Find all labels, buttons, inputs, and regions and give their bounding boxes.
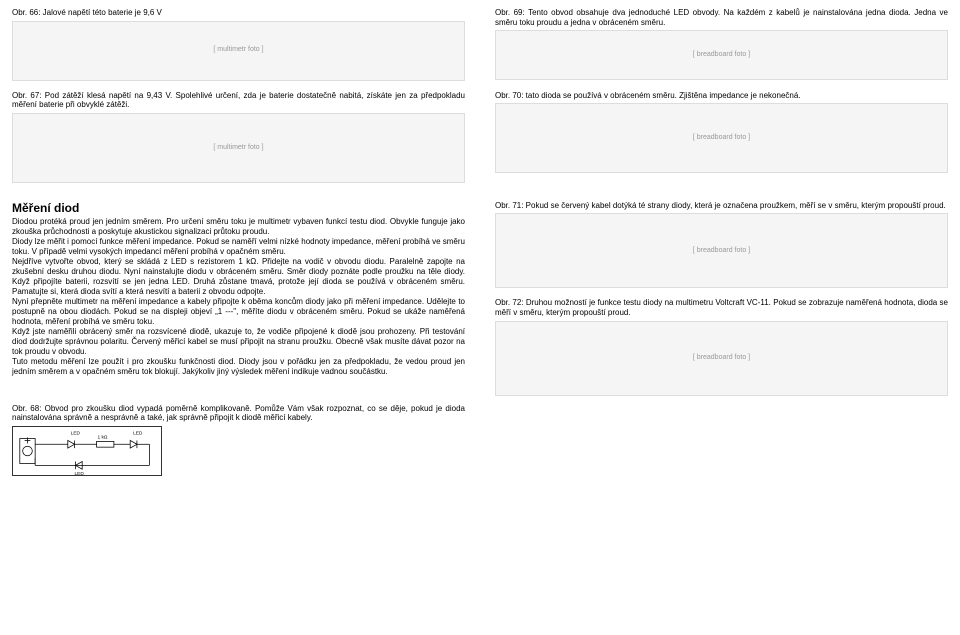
- section-p4: Nyní přepněte multimetr na měření impeda…: [12, 297, 465, 327]
- placeholder-text: [ multimetr foto ]: [213, 144, 263, 152]
- figure-70-image: [ breadboard foto ]: [495, 103, 948, 173]
- col-right-4: [495, 404, 948, 476]
- placeholder-text: [ breadboard foto ]: [693, 134, 750, 142]
- figure-68-schematic: LED 1 kΩ LED LED: [12, 426, 162, 476]
- col-right-1: Obr. 69: Tento obvod obsahuje dva jednod…: [495, 8, 948, 81]
- led-label-2: LED: [133, 430, 143, 436]
- led-label-1: LED: [71, 430, 81, 436]
- row-1: Obr. 66: Jalové napětí této baterie je 9…: [12, 8, 948, 81]
- caption-72: Obr. 72: Druhou možností je funkce testu…: [495, 298, 948, 317]
- row-4: Obr. 68: Obvod pro zkoušku diod vypadá p…: [12, 404, 948, 476]
- placeholder-text: [ multimetr foto ]: [213, 46, 263, 54]
- section-p1: Diodou protéká proud jen jedním směrem. …: [12, 217, 465, 237]
- figure-71-image: [ breadboard foto ]: [495, 213, 948, 288]
- placeholder-text: [ breadboard foto ]: [693, 354, 750, 362]
- resistor-label: 1 kΩ: [98, 434, 108, 440]
- col-left-2: Obr. 67: Pod zátěží klesá napětí na 9,43…: [12, 91, 465, 183]
- section-p6: Tuto metodu měření lze použít i pro zkou…: [12, 357, 465, 377]
- col-right-3: Obr. 71: Pokud se červený kabel dotýká t…: [495, 201, 948, 396]
- caption-68: Obr. 68: Obvod pro zkoušku diod vypadá p…: [12, 404, 465, 423]
- caption-70: Obr. 70: tato dioda se používá v obrácen…: [495, 91, 948, 101]
- col-left-3: Měření diod Diodou protéká proud jen jed…: [12, 201, 465, 396]
- caption-69: Obr. 69: Tento obvod obsahuje dva jednod…: [495, 8, 948, 27]
- caption-67: Obr. 67: Pod zátěží klesá napětí na 9,43…: [12, 91, 465, 110]
- figure-66-image: [ multimetr foto ]: [12, 21, 465, 81]
- col-left-1: Obr. 66: Jalové napětí této baterie je 9…: [12, 8, 465, 81]
- row-2: Obr. 67: Pod zátěží klesá napětí na 9,43…: [12, 91, 948, 183]
- caption-71: Obr. 71: Pokud se červený kabel dotýká t…: [495, 201, 948, 211]
- figure-67-image: [ multimetr foto ]: [12, 113, 465, 183]
- schematic-svg: LED 1 kΩ LED LED: [13, 427, 161, 475]
- col-left-4: Obr. 68: Obvod pro zkoušku diod vypadá p…: [12, 404, 465, 476]
- figure-72-image: [ breadboard foto ]: [495, 321, 948, 396]
- row-3: Měření diod Diodou protéká proud jen jed…: [12, 201, 948, 396]
- col-right-2: Obr. 70: tato dioda se používá v obrácen…: [495, 91, 948, 183]
- placeholder-text: [ breadboard foto ]: [693, 247, 750, 255]
- section-p5: Když jste naměřili obrácený směr na rozs…: [12, 327, 465, 357]
- figure-69-image: [ breadboard foto ]: [495, 30, 948, 80]
- caption-66: Obr. 66: Jalové napětí této baterie je 9…: [12, 8, 465, 18]
- placeholder-text: [ breadboard foto ]: [693, 51, 750, 59]
- led-label-3: LED: [75, 471, 85, 475]
- section-p2: Diody lze měřit i pomocí funkce měření i…: [12, 237, 465, 257]
- section-heading: Měření diod: [12, 201, 465, 215]
- section-p3: Nejdříve vytvořte obvod, který se skládá…: [12, 257, 465, 297]
